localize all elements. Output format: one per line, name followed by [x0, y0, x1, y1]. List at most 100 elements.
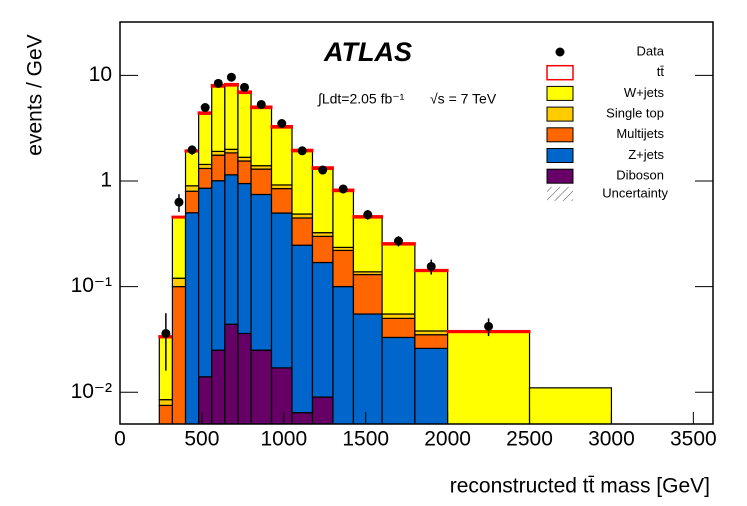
histogram-bar [211, 154, 226, 182]
legend-marker [555, 47, 565, 57]
x-tick-label: 0 [114, 428, 126, 451]
legend-swatch [546, 85, 574, 101]
histogram-bar [270, 367, 293, 424]
x-tick-label: 1500 [342, 428, 389, 451]
x-tick-label: 500 [184, 428, 219, 451]
histogram-bar [223, 82, 239, 87]
data-point [256, 99, 266, 109]
histogram-bar [311, 168, 334, 234]
data-point [393, 236, 403, 246]
histogram-bar [171, 277, 187, 288]
legend-label: Data [637, 43, 665, 58]
histogram-bar [250, 349, 273, 424]
data-point [239, 82, 249, 92]
histogram-bar [250, 107, 273, 167]
histogram-bar [184, 190, 200, 214]
legend-label: Single top [606, 106, 664, 121]
histogram-bar [528, 387, 613, 424]
histogram-bar [311, 261, 334, 398]
histogram-bar [291, 244, 314, 414]
histogram-bar [250, 193, 273, 351]
data-point [174, 197, 184, 207]
y-tick-label: 10 [89, 63, 112, 86]
histogram-bar [197, 111, 213, 115]
histogram-bar [211, 86, 226, 153]
histogram-bar [198, 163, 213, 170]
histogram-bar [291, 412, 314, 424]
x-tick-label: 2000 [424, 428, 471, 451]
legend-swatch [546, 106, 574, 122]
annotation: ∫Ldt=2.05 fb⁻¹ [317, 91, 405, 107]
histogram-bar [250, 168, 273, 196]
chart-title: ATLAS [323, 37, 412, 67]
legend-swatch [546, 64, 574, 81]
histogram-bar [332, 190, 355, 248]
y-axis-label: events / GeV [24, 34, 47, 155]
histogram-bar [352, 273, 383, 315]
histogram-bar [381, 336, 416, 424]
histogram-bar [158, 404, 174, 424]
histogram-bar [414, 347, 449, 424]
histogram-bar [237, 92, 252, 158]
data-point [277, 119, 287, 129]
histogram-bar [224, 152, 239, 176]
histogram-bar [237, 332, 252, 424]
data-point [187, 145, 197, 155]
annotation: √s = 7 TeV [430, 91, 497, 107]
data-point [213, 78, 223, 88]
histogram-bar [224, 85, 239, 150]
data-point [338, 184, 348, 194]
y-tick-label: 1 [100, 169, 112, 192]
plot-area [158, 72, 613, 424]
histogram-bar [381, 317, 416, 339]
legend-label: W+jets [624, 85, 665, 100]
legend-swatch [546, 148, 574, 163]
data-point [161, 328, 171, 338]
histogram-bar [198, 167, 213, 189]
data-point [297, 146, 307, 156]
histogram-bar [414, 334, 449, 349]
histogram-bar [211, 180, 226, 351]
data-point [363, 210, 373, 220]
legend-swatch [547, 186, 573, 201]
histogram-bar [311, 235, 334, 264]
x-tick-label: 3000 [588, 428, 635, 451]
histogram-bar [414, 270, 449, 332]
legend-label: Diboson [616, 168, 664, 183]
histogram-bar [291, 217, 314, 246]
data-point [426, 261, 436, 271]
histogram-bar [447, 331, 531, 424]
histogram-bar [198, 376, 213, 424]
x-tick-label: 1000 [260, 428, 307, 451]
histogram-bar [171, 215, 187, 219]
histogram-bar [270, 212, 293, 369]
legend-label: Uncertainty [602, 185, 668, 200]
histogram-bar [237, 160, 252, 185]
legend-label: tt̄ [657, 64, 665, 79]
y-tick-label: 10⁻² [71, 380, 112, 403]
histogram-bar [198, 187, 213, 378]
histogram-bar [184, 185, 200, 192]
x-tick-label: 2500 [506, 428, 553, 451]
histogram-bar [158, 399, 174, 407]
data-point [226, 72, 236, 82]
histogram-bar [224, 323, 239, 424]
histogram-bar [171, 216, 187, 279]
y-tick-label: 10⁻¹ [71, 274, 112, 297]
histogram-bar [184, 150, 200, 187]
data-point [318, 165, 328, 175]
histogram-bar [198, 113, 213, 166]
data-point [200, 103, 210, 113]
histogram-bar [224, 174, 239, 325]
histogram-bar [332, 249, 355, 288]
histogram-bar [381, 313, 416, 319]
histogram-bar [237, 182, 252, 335]
histogram-bar [352, 216, 383, 273]
histogram-bar [381, 243, 416, 315]
data-point [484, 321, 494, 331]
x-tick-label: 3500 [670, 428, 717, 451]
legend-swatch [546, 168, 574, 184]
histogram-bar [184, 212, 200, 424]
legend-swatch [546, 127, 574, 143]
